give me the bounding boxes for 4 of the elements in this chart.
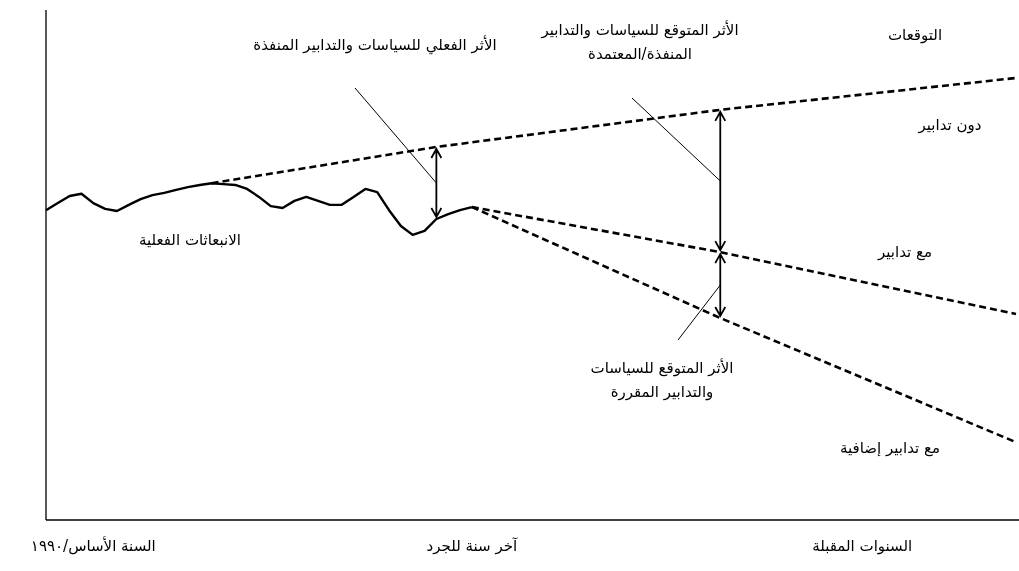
- annotation: الأثر الفعلي للسياسات والتدابير المنفذة: [253, 36, 497, 54]
- annotation: التوقعات: [887, 26, 943, 44]
- annotation: الأثر المتوقع للسياسات والتدابير المقررة: [590, 359, 734, 401]
- annotation: الأثر المتوقع للسياسات والتدابير المنفذة/المعتمدة: [541, 21, 739, 63]
